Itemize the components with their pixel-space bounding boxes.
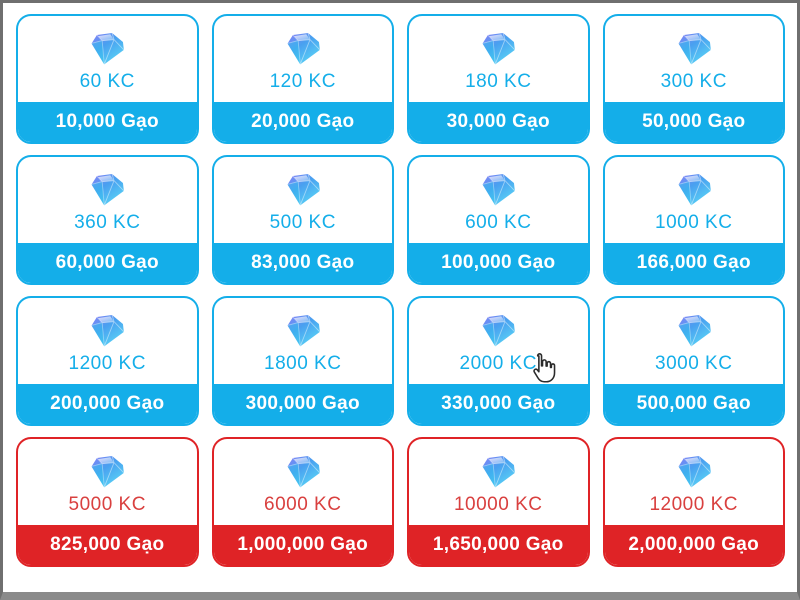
diamond-icon xyxy=(475,29,521,67)
kc-amount-label: 3000 KC xyxy=(655,353,733,374)
package-card[interactable]: 500 KC 83,000 Gạo xyxy=(211,155,394,285)
gao-price-label: 200,000 Gạo xyxy=(50,393,165,414)
gao-price-bar: 330,000 Gạo xyxy=(409,384,588,424)
package-grid: 60 KC 10,000 Gạo 120 KC 20,000 Gạo xyxy=(3,3,797,567)
diamond-icon xyxy=(280,170,326,208)
gao-price-bar: 30,000 Gạo xyxy=(409,102,588,142)
gao-price-label: 300,000 Gạo xyxy=(245,393,360,414)
package-card[interactable]: 12000 KC 2,000,000 Gạo xyxy=(602,437,785,567)
gao-price-bar: 1,650,000 Gạo xyxy=(409,525,588,565)
kc-amount-label: 300 KC xyxy=(660,71,727,92)
diamond-icon xyxy=(280,311,326,349)
package-card[interactable]: 1800 KC 300,000 Gạo xyxy=(211,296,394,426)
kc-amount-label: 180 KC xyxy=(465,71,532,92)
gao-price-bar: 200,000 Gạo xyxy=(18,384,197,424)
gao-price-bar: 825,000 Gạo xyxy=(18,525,197,565)
package-card[interactable]: 60 KC 10,000 Gạo xyxy=(16,14,199,144)
gao-price-label: 500,000 Gạo xyxy=(636,393,751,414)
kc-amount-label: 6000 KC xyxy=(264,494,342,515)
package-card[interactable]: 3000 KC 500,000 Gạo xyxy=(602,296,785,426)
diamond-icon xyxy=(671,170,717,208)
gao-price-label: 50,000 Gạo xyxy=(642,111,746,132)
diamond-icon xyxy=(475,452,521,490)
kc-amount-label: 1000 KC xyxy=(655,212,733,233)
kc-amount-label: 5000 KC xyxy=(68,494,146,515)
package-card[interactable]: 2000 KC 330,000 Gạo xyxy=(407,296,590,426)
gao-price-label: 60,000 Gạo xyxy=(55,252,159,273)
diamond-icon xyxy=(280,29,326,67)
diamond-icon xyxy=(475,170,521,208)
gao-price-label: 1,650,000 Gạo xyxy=(432,534,564,555)
gao-price-label: 20,000 Gạo xyxy=(251,111,355,132)
diamond-icon xyxy=(84,311,130,349)
diamond-icon xyxy=(84,170,130,208)
kc-amount-label: 12000 KC xyxy=(649,494,738,515)
gao-price-bar: 300,000 Gạo xyxy=(213,384,392,424)
gao-price-label: 30,000 Gạo xyxy=(446,111,550,132)
kc-amount-label: 1800 KC xyxy=(264,353,342,374)
gao-price-label: 10,000 Gạo xyxy=(55,111,159,132)
kc-amount-label: 120 KC xyxy=(269,71,336,92)
package-card[interactable]: 180 KC 30,000 Gạo xyxy=(407,14,590,144)
kc-amount-label: 600 KC xyxy=(465,212,532,233)
kc-amount-label: 1200 KC xyxy=(68,353,146,374)
gao-price-bar: 1,000,000 Gạo xyxy=(213,525,392,565)
gao-price-label: 100,000 Gạo xyxy=(441,252,556,273)
gao-price-label: 825,000 Gạo xyxy=(50,534,165,555)
gao-price-bar: 83,000 Gạo xyxy=(213,243,392,283)
gao-price-label: 2,000,000 Gạo xyxy=(628,534,760,555)
package-card[interactable]: 5000 KC 825,000 Gạo xyxy=(16,437,199,567)
package-card[interactable]: 120 KC 20,000 Gạo xyxy=(211,14,394,144)
gao-price-bar: 20,000 Gạo xyxy=(213,102,392,142)
gao-price-bar: 166,000 Gạo xyxy=(604,243,783,283)
diamond-icon xyxy=(84,452,130,490)
kc-amount-label: 60 KC xyxy=(79,71,135,92)
kc-amount-label: 2000 KC xyxy=(459,353,537,374)
package-card[interactable]: 10000 KC 1,650,000 Gạo xyxy=(407,437,590,567)
diamond-icon xyxy=(671,311,717,349)
gao-price-bar: 60,000 Gạo xyxy=(18,243,197,283)
package-card[interactable]: 360 KC 60,000 Gạo xyxy=(16,155,199,285)
kc-amount-label: 500 KC xyxy=(269,212,336,233)
gao-price-bar: 10,000 Gạo xyxy=(18,102,197,142)
diamond-icon xyxy=(280,452,326,490)
gao-price-bar: 50,000 Gạo xyxy=(604,102,783,142)
package-card[interactable]: 300 KC 50,000 Gạo xyxy=(602,14,785,144)
gao-price-label: 330,000 Gạo xyxy=(441,393,556,414)
gao-price-bar: 500,000 Gạo xyxy=(604,384,783,424)
package-card[interactable]: 600 KC 100,000 Gạo xyxy=(407,155,590,285)
gao-price-label: 1,000,000 Gạo xyxy=(237,534,369,555)
diamond-icon xyxy=(671,452,717,490)
gao-price-bar: 100,000 Gạo xyxy=(409,243,588,283)
kc-amount-label: 10000 KC xyxy=(453,494,543,515)
diamond-icon xyxy=(475,311,521,349)
gao-price-label: 166,000 Gạo xyxy=(636,252,751,273)
gao-price-label: 83,000 Gạo xyxy=(251,252,355,273)
package-card[interactable]: 6000 KC 1,000,000 Gạo xyxy=(211,437,394,567)
diamond-icon xyxy=(84,29,130,67)
package-card[interactable]: 1200 KC 200,000 Gạo xyxy=(16,296,199,426)
kc-amount-label: 360 KC xyxy=(74,212,141,233)
package-card[interactable]: 1000 KC 166,000 Gạo xyxy=(602,155,785,285)
gao-price-bar: 2,000,000 Gạo xyxy=(604,525,783,565)
diamond-icon xyxy=(671,29,717,67)
